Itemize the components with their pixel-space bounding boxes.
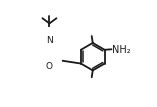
Text: NH₂: NH₂ [112, 45, 130, 55]
Text: O: O [46, 62, 53, 71]
Text: N: N [46, 36, 53, 45]
